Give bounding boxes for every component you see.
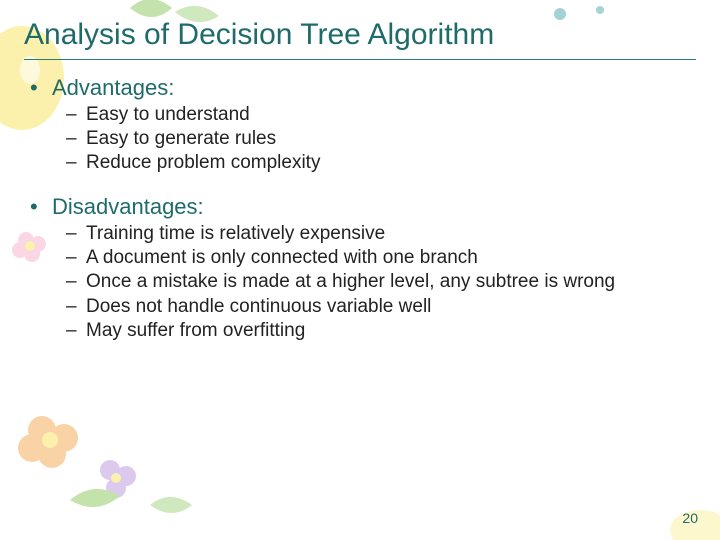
disadvantages-heading: Disadvantages: Training time is relative… [52, 193, 696, 342]
content-list: Advantages: Easy to understand Easy to g… [24, 74, 696, 342]
list-item: A document is only connected with one br… [86, 246, 696, 269]
disadvantages-list: Training time is relatively expensive A … [52, 222, 696, 342]
list-item: Does not handle continuous variable well [86, 295, 696, 318]
list-item: Once a mistake is made at a higher level… [86, 270, 696, 293]
list-item: May suffer from overfitting [86, 319, 696, 342]
advantages-heading: Advantages: Easy to understand Easy to g… [52, 74, 696, 175]
page-number: 20 [682, 510, 698, 526]
advantages-list: Easy to understand Easy to generate rule… [52, 103, 696, 175]
list-item: Training time is relatively expensive [86, 222, 696, 245]
list-item: Reduce problem complexity [86, 151, 696, 174]
advantages-heading-text: Advantages: [52, 75, 174, 100]
slide-title: Analysis of Decision Tree Algorithm [24, 18, 696, 53]
title-rule [24, 59, 696, 60]
disadvantages-heading-text: Disadvantages: [52, 194, 204, 219]
list-item: Easy to understand [86, 103, 696, 126]
list-item: Easy to generate rules [86, 127, 696, 150]
slide: Analysis of Decision Tree Algorithm Adva… [0, 0, 720, 540]
